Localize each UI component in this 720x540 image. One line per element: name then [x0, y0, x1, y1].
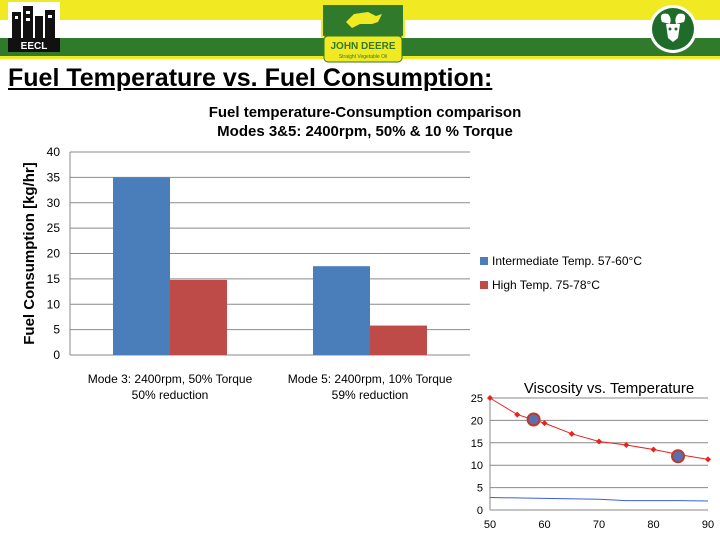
chart-title-line1: Fuel temperature-Consumption comparison [208, 104, 522, 121]
y-axis-label: Fuel Consumption [kg/hr] [21, 162, 38, 344]
x-category-label: Mode 5: 2400rpm, 10% Torque [288, 372, 453, 386]
legend-label: High Temp. 75-78°C [492, 278, 600, 292]
y-tick-label: 20 [47, 247, 61, 261]
inset-x-tick-label: 80 [647, 519, 659, 531]
inset-y-tick-label: 10 [471, 460, 483, 472]
y-tick-label: 0 [53, 348, 60, 362]
highlight-marker [526, 412, 541, 427]
chart-title-line2: Modes 3&5: 2400rpm, 50% & 10 % Torque [217, 123, 513, 140]
inset-chart-title: Viscosity vs. Temperature [524, 380, 694, 397]
data-point [568, 430, 575, 437]
inset-y-tick-label: 5 [477, 483, 483, 495]
john-deere-logo-subtext: Straight Vegetable Oil [339, 54, 387, 60]
y-tick-label: 40 [47, 145, 61, 159]
y-tick-label: 35 [47, 170, 61, 184]
legend-swatch [480, 257, 488, 265]
y-tick-label: 30 [47, 196, 61, 210]
data-point [623, 442, 630, 449]
data-point [705, 456, 711, 463]
y-tick-label: 5 [53, 323, 60, 337]
series-line [489, 497, 709, 502]
bar [170, 279, 227, 355]
inset-x-tick-label: 70 [593, 519, 605, 531]
inset-y-tick-label: 15 [471, 438, 483, 450]
y-tick-label: 15 [47, 272, 61, 286]
john-deere-logo: JOHN DEERE Straight Vegetable Oil [321, 3, 405, 63]
inset-x-tick-label: 60 [538, 519, 550, 531]
legend-label: Intermediate Temp. 57-60°C [492, 254, 642, 268]
inset-y-tick-label: 20 [471, 415, 483, 427]
header-banner: EECL JOHN DEERE Straight Vegetable Oil [0, 0, 720, 63]
bar [370, 325, 427, 355]
deer-icon [346, 12, 382, 28]
ram-logo [649, 5, 697, 53]
inset-y-tick-label: 25 [471, 393, 483, 405]
eecl-logo: EECL [8, 2, 60, 52]
data-point [487, 395, 493, 401]
legend-swatch [480, 281, 488, 289]
x-category-sublabel: 50% reduction [132, 388, 209, 402]
inset-y-tick-label: 0 [477, 505, 483, 517]
y-tick-label: 25 [47, 221, 61, 235]
data-point [541, 420, 548, 427]
highlight-marker [671, 449, 686, 464]
data-point [650, 446, 657, 453]
eecl-logo-text: EECL [21, 41, 48, 52]
x-category-sublabel: 59% reduction [332, 388, 409, 402]
inset-x-tick-label: 90 [702, 519, 714, 531]
john-deere-logo-text: JOHN DEERE [330, 41, 395, 52]
data-point [596, 438, 602, 445]
bar [113, 177, 170, 355]
slide-title: Fuel Temperature vs. Fuel Consumption: [8, 64, 493, 92]
bar [313, 266, 370, 355]
data-point [514, 411, 521, 418]
inset-x-tick-label: 50 [484, 519, 496, 531]
y-tick-label: 10 [47, 297, 61, 311]
x-category-label: Mode 3: 2400rpm, 50% Torque [88, 372, 253, 386]
